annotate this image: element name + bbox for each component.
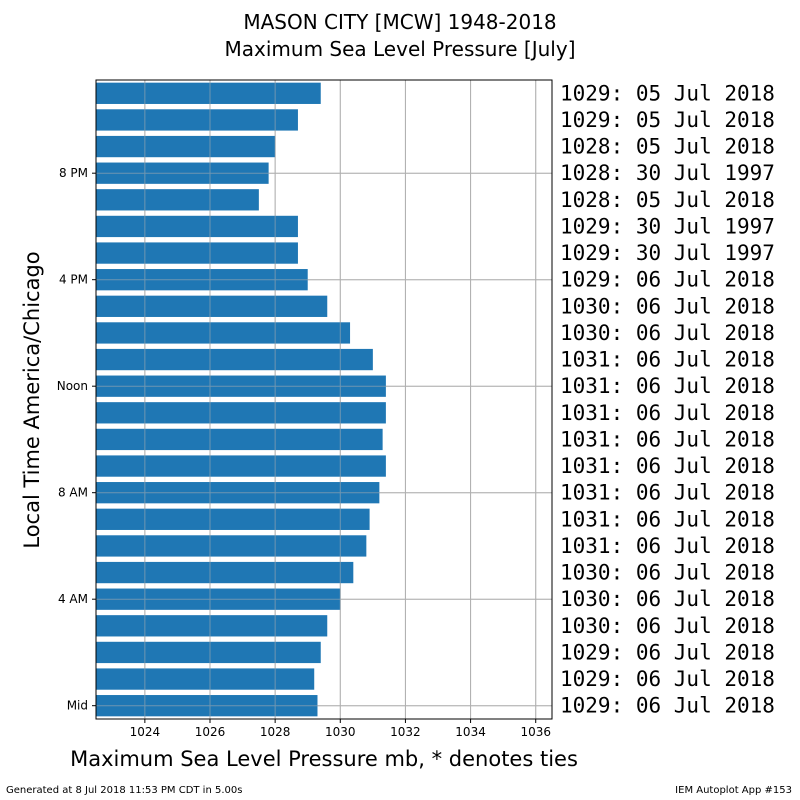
footer-app-id: IEM Autoplot App #153: [675, 785, 792, 796]
record-annotation: 1029: 06 Jul 2018: [560, 694, 775, 718]
record-annotation: 1028: 30 Jul 1997: [560, 161, 775, 185]
grid-overlay: [96, 80, 552, 719]
y-tick-label: 4 AM: [58, 592, 88, 606]
record-annotation: 1028: 05 Jul 2018: [560, 135, 775, 159]
record-annotation: 1031: 06 Jul 2018: [560, 401, 775, 425]
x-tick-label: 1030: [325, 725, 356, 739]
record-annotation: 1031: 06 Jul 2018: [560, 348, 775, 372]
bar-hour-19: [96, 189, 259, 211]
x-tick-label: 1026: [195, 725, 226, 739]
record-annotation: 1030: 06 Jul 2018: [560, 614, 775, 638]
y-axis-label: Local Time America/Chicago: [20, 251, 44, 548]
record-annotation: 1029: 06 Jul 2018: [560, 667, 775, 691]
plot-frame: [95, 79, 553, 720]
bar-hour-18: [96, 215, 298, 238]
chart-title-line1: MASON CITY [MCW] 1948-2018: [243, 10, 556, 34]
y-tick-label: 4 PM: [59, 273, 88, 287]
bar-hour-17: [96, 242, 298, 264]
y-tick-label: Noon: [57, 379, 88, 393]
record-annotation: 1029: 30 Jul 1997: [560, 214, 775, 238]
bar-hour-22: [96, 109, 298, 131]
record-annotation: 1031: 06 Jul 2018: [560, 481, 775, 505]
record-annotation: 1029: 05 Jul 2018: [560, 108, 775, 132]
bar-hour-21: [96, 135, 276, 158]
chart-title-line2: Maximum Sea Level Pressure [July]: [225, 37, 576, 61]
bar-hour-3: [96, 615, 328, 637]
record-annotation: 1031: 06 Jul 2018: [560, 427, 775, 451]
x-axis-label: Maximum Sea Level Pressure mb, * denotes…: [70, 747, 578, 771]
x-tick-label: 1024: [130, 725, 161, 739]
record-annotation: 1031: 06 Jul 2018: [560, 454, 775, 478]
bar-hour-10: [96, 428, 383, 451]
bar-hour-6: [96, 535, 367, 557]
record-annotation: 1029: 06 Jul 2018: [560, 268, 775, 292]
record-annotation: 1028: 05 Jul 2018: [560, 188, 775, 212]
record-annotations: 1029: 06 Jul 2018 1029: 06 Jul 2018 1029: …: [560, 81, 775, 717]
record-annotation: 1029: 05 Jul 2018: [560, 81, 775, 105]
record-annotation: 1030: 06 Jul 2018: [560, 321, 775, 345]
bar-hour-14: [96, 322, 351, 344]
y-tick-label: 8 AM: [58, 486, 88, 500]
bar-hour-23: [96, 82, 321, 104]
x-tick-label: 1036: [520, 725, 551, 739]
record-annotation: 1030: 06 Jul 2018: [560, 294, 775, 318]
x-tick-label: 1028: [260, 725, 291, 739]
record-annotation: 1031: 06 Jul 2018: [560, 507, 775, 531]
y-tick-label: Mid: [67, 699, 88, 713]
bar-hour-1: [96, 668, 315, 690]
y-tick-label: 8 PM: [59, 166, 88, 180]
bar-hour-9: [96, 455, 386, 477]
record-annotation: 1029: 30 Jul 1997: [560, 241, 775, 265]
record-annotation: 1030: 06 Jul 2018: [560, 587, 775, 611]
record-annotation: 1031: 06 Jul 2018: [560, 374, 775, 398]
bar-hour-11: [96, 402, 386, 424]
x-tick-label: 1034: [455, 725, 486, 739]
x-tick-label: 1032: [390, 725, 421, 739]
bar-hour-7: [96, 508, 370, 530]
bar-hour-13: [96, 348, 373, 371]
bar-hour-5: [96, 561, 354, 584]
bar-hour-2: [96, 641, 321, 664]
record-annotation: 1029: 06 Jul 2018: [560, 640, 775, 664]
bar-hour-15: [96, 295, 328, 317]
footer-generated: Generated at 8 Jul 2018 11:53 PM CDT in …: [6, 785, 242, 796]
y-axis-ticks: Mid 4 AM 8 AM Noon 4 PM 8 PM: [57, 166, 96, 713]
x-axis-ticks: 1024 1026 1028 1030 1032 1034 1036: [130, 719, 551, 739]
record-annotation: 1031: 06 Jul 2018: [560, 534, 775, 558]
record-annotation: 1030: 06 Jul 2018: [560, 561, 775, 585]
